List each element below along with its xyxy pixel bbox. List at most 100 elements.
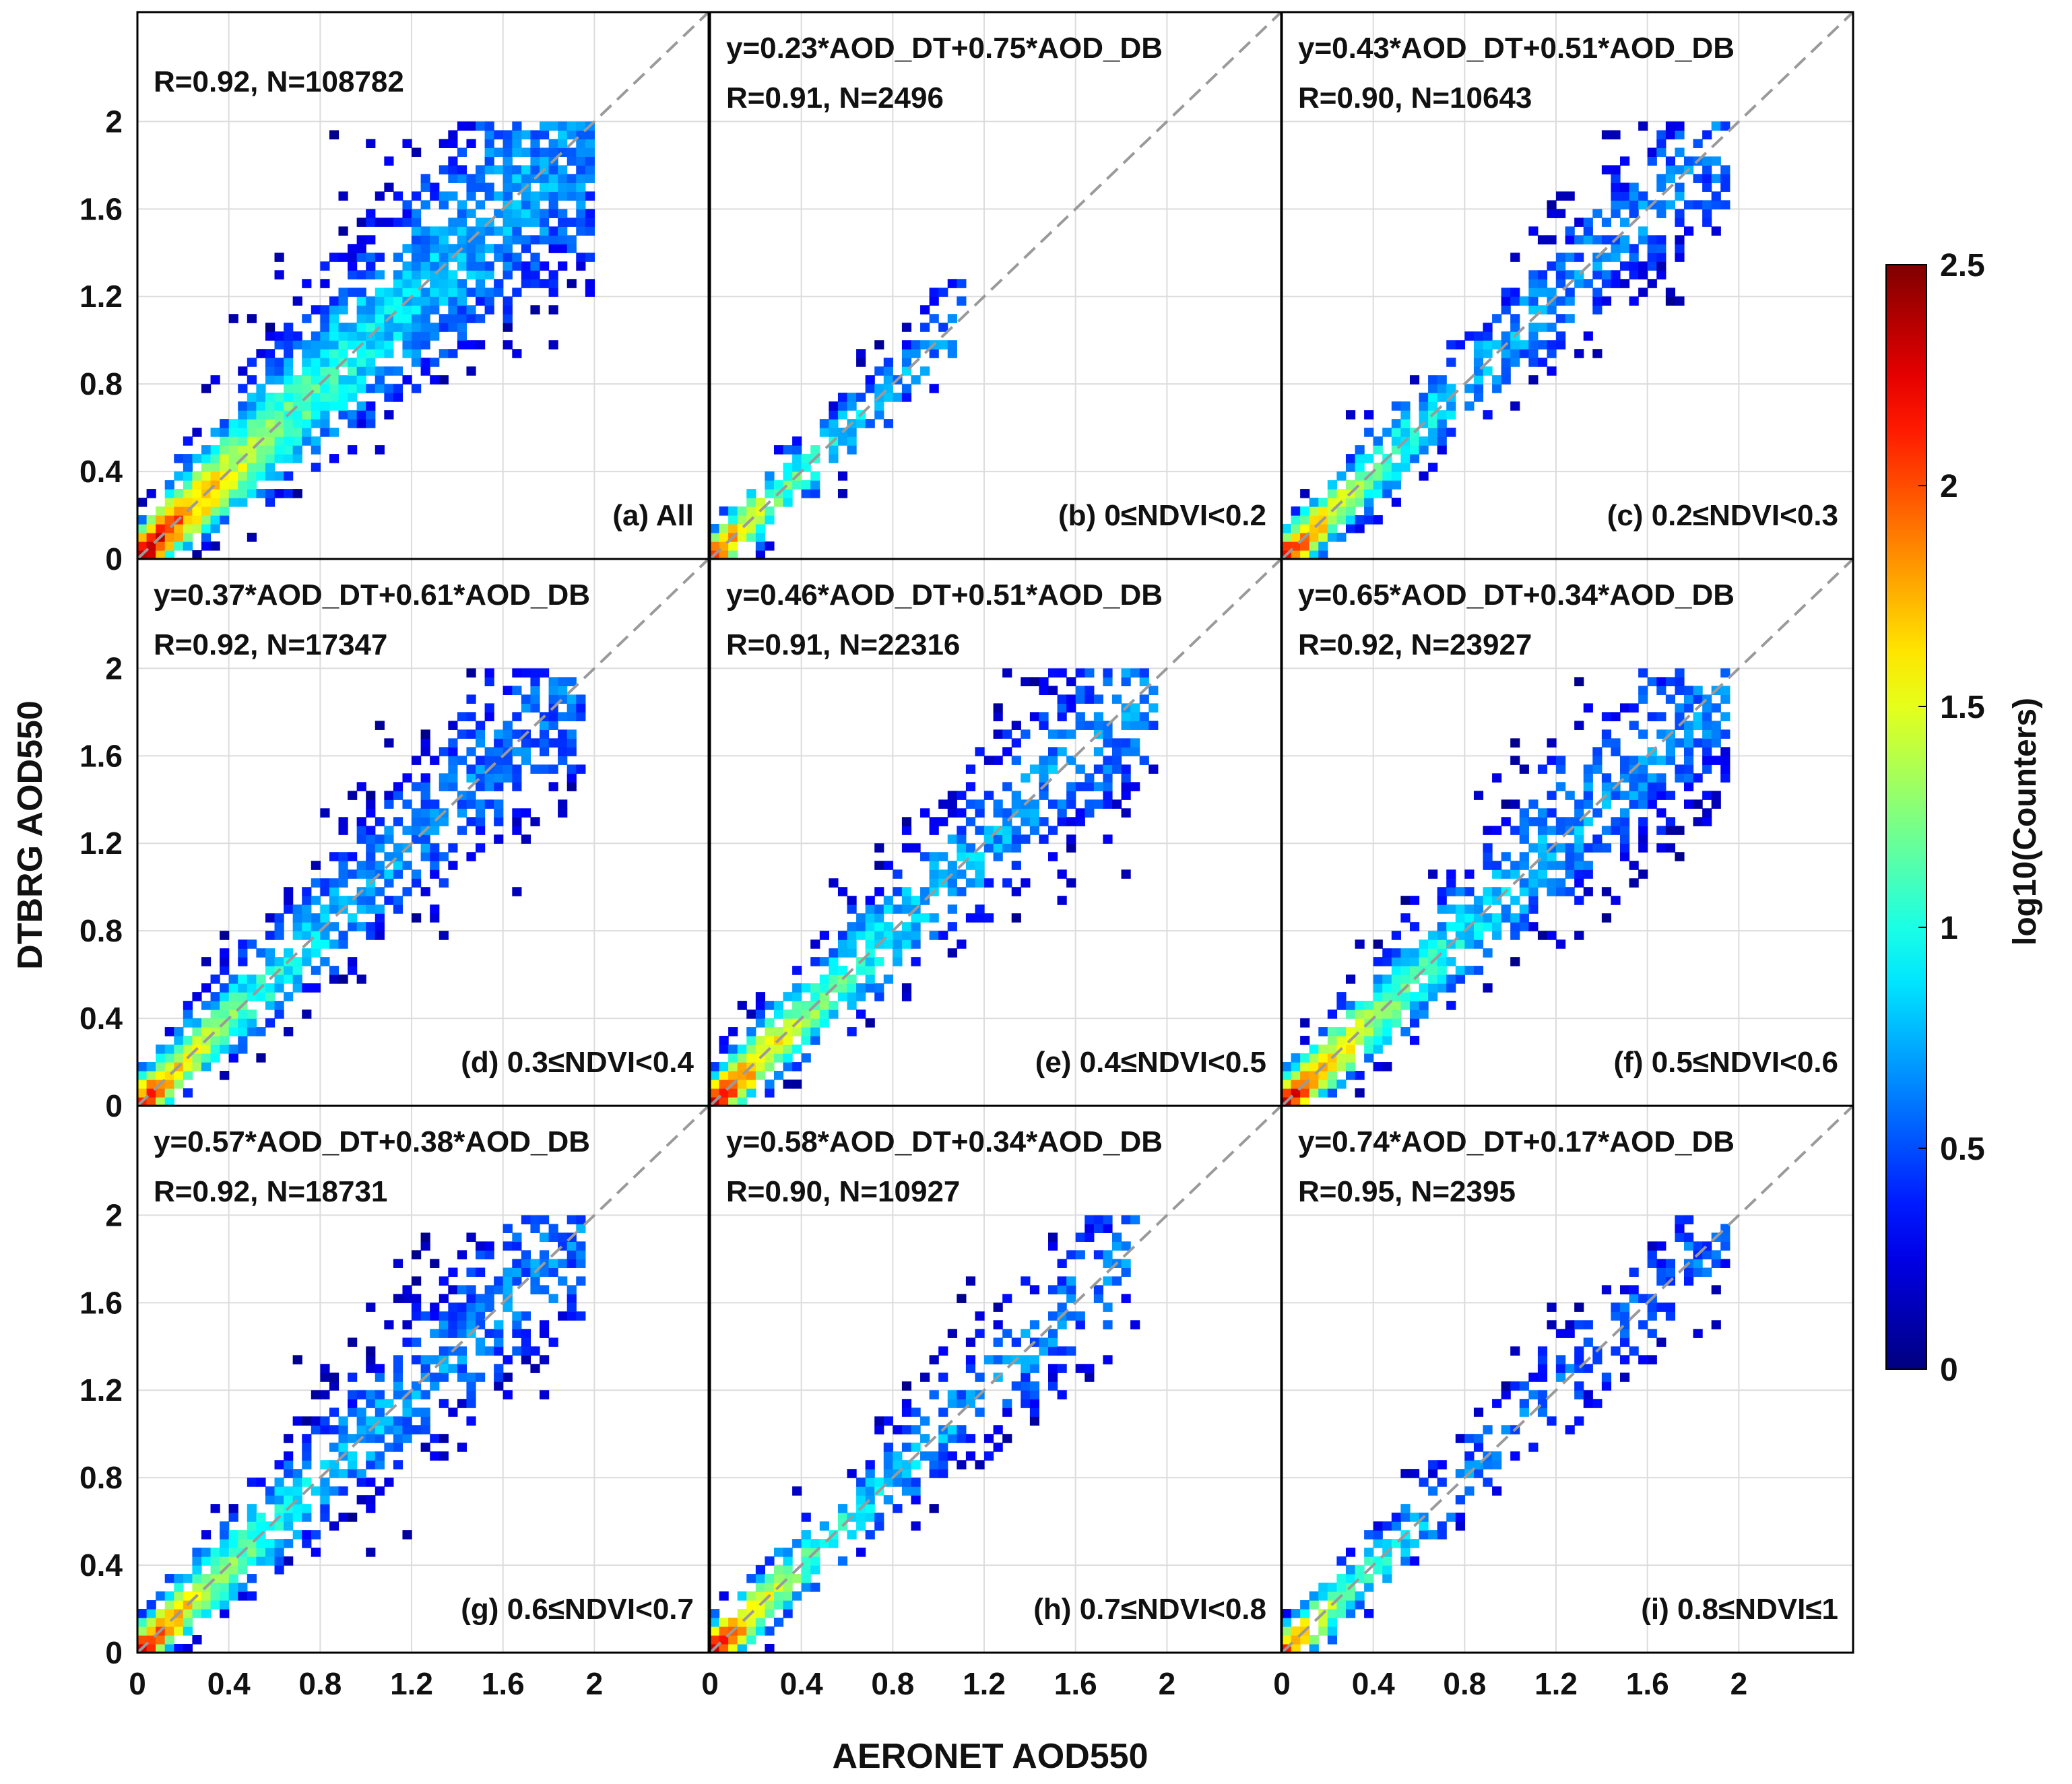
density-cell [156,541,166,551]
density-cell [448,843,458,853]
density-cell [1702,747,1712,756]
density-cell [457,296,467,306]
density-cell [1693,686,1703,695]
density-cell [484,782,494,791]
density-cell [146,1635,156,1645]
density-cell [1510,340,1520,350]
density-cell [183,541,193,551]
density-cell [366,1416,376,1426]
density-cell [810,992,820,1001]
density-cell [1039,764,1049,774]
density-cell [801,1565,811,1575]
density-cell [1665,121,1676,131]
density-cell [901,896,912,905]
density-cell [1084,782,1095,791]
density-cell [366,358,376,367]
density-cell [512,121,522,131]
density-cell [810,957,820,966]
density-cell [1400,957,1411,966]
density-cell [338,253,348,262]
density-cell [320,1425,330,1434]
density-cell [883,1495,893,1505]
density-cell [765,1018,775,1028]
density-cell [210,524,220,533]
density-cell [1345,463,1356,472]
density-cell [256,454,266,463]
density-cell [384,331,394,341]
density-cell [837,489,848,498]
density-cell [1656,183,1666,192]
density-cell [393,1259,403,1268]
density-cell [512,209,522,218]
density-cell [201,1556,212,1566]
density-cell [484,773,494,783]
density-cell [1011,756,1021,765]
density-cell [1400,419,1411,428]
density-cell [1675,826,1685,835]
density-cell [1364,1036,1374,1045]
density-cell [466,1267,476,1277]
density-cell [375,1373,385,1382]
density-cell [484,296,494,306]
density-cell [1121,782,1131,791]
density-cell [1556,817,1566,826]
density-cell [1537,834,1548,844]
density-cell [929,817,939,826]
density-cell [348,1451,358,1461]
density-cell [1029,808,1040,818]
density-cell [484,226,494,236]
density-cell [329,1408,339,1417]
density-cell [1537,861,1548,870]
density-cell [901,1469,912,1478]
density-cell [1373,1036,1383,1045]
density-cell [1391,428,1401,437]
density-cell [302,375,312,385]
density-cell [539,1215,550,1224]
density-cell [1683,694,1694,704]
density-cell [929,1504,939,1513]
density-cell [1528,349,1539,358]
density-cell [1103,799,1113,809]
density-cell [320,393,330,402]
density-cell [539,130,550,139]
density-cell [228,1001,238,1010]
density-cell [476,1294,486,1303]
density-cell [819,983,829,993]
density-cell [1011,1337,1021,1347]
density-cell [1084,694,1095,704]
density-cell [375,913,385,923]
density-cell [439,878,449,888]
density-cell [938,1451,948,1461]
density-cell [1510,826,1520,835]
density-cell [476,729,486,739]
density-cell [1382,948,1392,958]
density-cell [412,1425,422,1434]
density-cell [576,147,586,157]
density-cell [1318,1071,1328,1080]
density-cell [494,808,504,818]
density-cell [503,729,513,739]
density-cell [755,1618,766,1627]
density-cell [466,1399,476,1408]
density-cell [420,226,430,236]
density-cell [1093,1250,1104,1259]
density-cell [1665,694,1676,704]
density-cell [530,305,540,315]
density-cell [1066,878,1076,888]
density-cell [947,861,957,870]
density-cell [183,436,193,446]
density-cell [765,1609,775,1618]
density-cell [284,358,294,367]
density-cell [274,253,284,262]
density-cell [1638,799,1648,809]
density-cell [320,1416,330,1426]
density-cell [420,782,430,791]
density-cell [1528,358,1539,367]
density-cell [439,235,449,244]
density-cell [1111,747,1122,756]
density-cell [783,463,793,472]
density-cell [539,1250,550,1259]
density-cell [1121,712,1131,721]
density-cell [503,340,513,350]
density-cell [1556,756,1566,765]
